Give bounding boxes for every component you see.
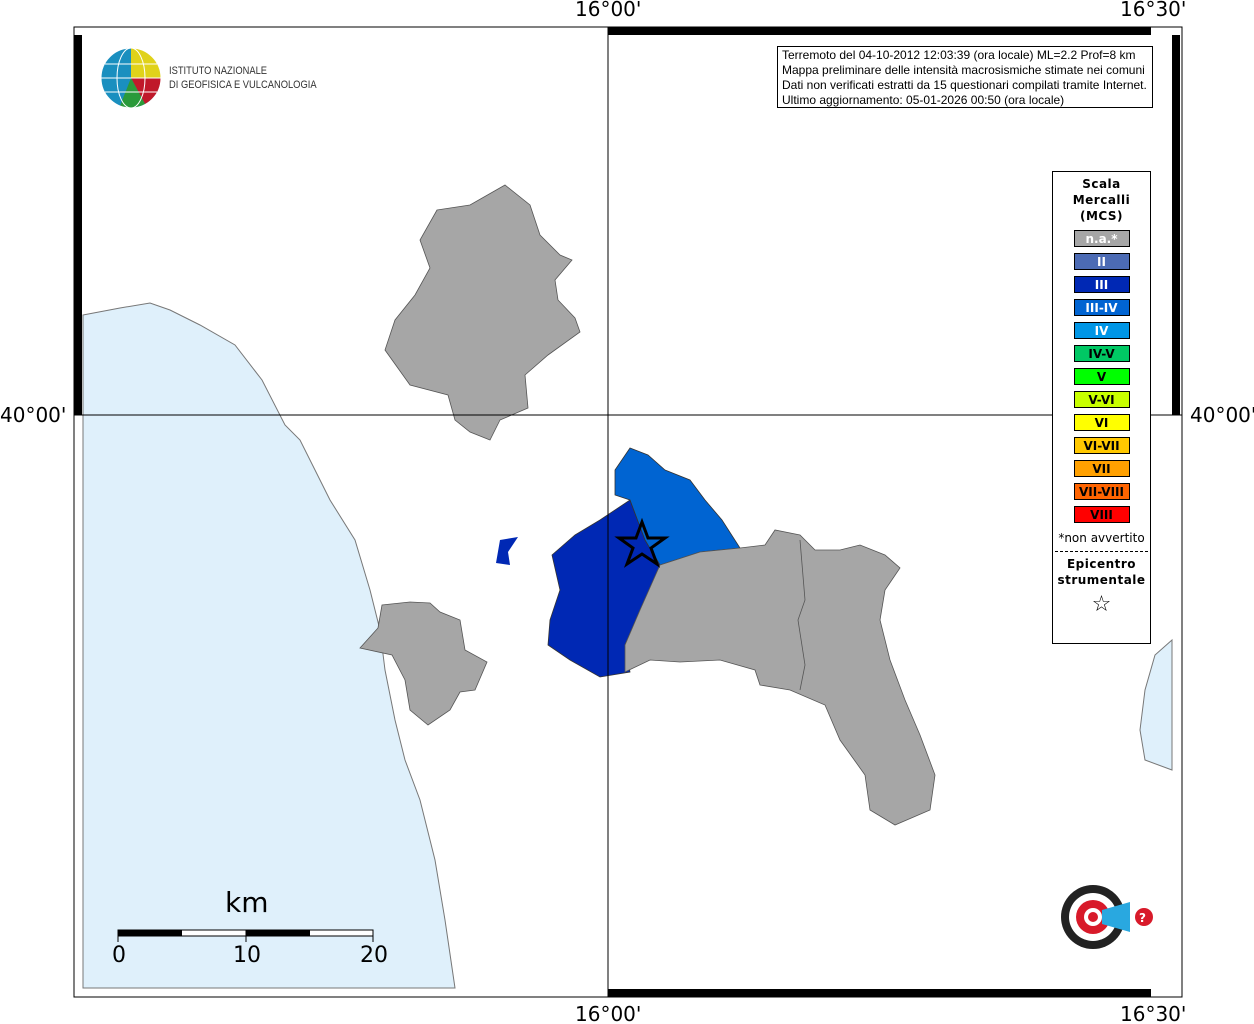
municipality-na (384, 184, 581, 441)
epicenter-label: Epicentro strumentale (1053, 556, 1150, 588)
municipality-na (359, 601, 488, 726)
sea-area-east (1139, 638, 1173, 771)
event-info-box: Terremoto del 04-10-2012 12:03:39 (ora l… (777, 46, 1153, 108)
coord-bottom-left: 16°00' (575, 1002, 642, 1024)
legend-item-v: V (1073, 368, 1130, 385)
frame-tick (1172, 35, 1180, 415)
municipality-III (496, 537, 518, 565)
legend-item-iv: IV (1073, 322, 1130, 339)
legend-item-vi-vii: VI-VII (1073, 437, 1130, 454)
coord-right: 40°00' (1190, 403, 1254, 427)
legend-title-line: Mercalli (1072, 193, 1131, 207)
coord-top-left: 16°00' (575, 0, 642, 21)
legend-note: *non avvertito (1058, 531, 1145, 545)
legend-item-vi: VI (1073, 414, 1130, 431)
institute-line: ISTITUTO NAZIONALE (169, 65, 268, 77)
info-line: Mappa preliminare delle intensità macros… (782, 63, 1145, 77)
haisentito-logo: ? (1061, 885, 1153, 949)
sea-area (82, 302, 456, 989)
municipality-border (797, 539, 806, 691)
legend-item-viii: VIII (1073, 506, 1130, 523)
legend-divider (1055, 551, 1148, 552)
scale-label: 20 (360, 943, 388, 968)
info-line: Terremoto del 04-10-2012 12:03:39 (ora l… (782, 48, 1136, 62)
info-line: Ultimo aggiornamento: 05-01-2026 00:50 (… (782, 93, 1065, 107)
svg-text:?: ? (1139, 911, 1146, 925)
legend-item-vii: VII (1073, 460, 1130, 477)
frame-tick (74, 35, 82, 415)
info-line: Dati non verificati estratti da 15 quest… (782, 78, 1147, 92)
epicenter-star-icon: ☆ (1091, 592, 1112, 617)
institute-line: DI GEOFISICA E VULCANOLOGIA (169, 79, 317, 91)
scale-unit: km (225, 886, 269, 919)
legend-item-vii-viii: VII-VIII (1073, 483, 1130, 500)
institute-name: ISTITUTO NAZIONALE DI GEOFISICA E VULCAN… (169, 64, 317, 92)
legend-item-ii: II (1073, 253, 1130, 270)
coord-top-right: 16°30' (1120, 0, 1187, 21)
epicenter-label-line: Epicentro (1066, 557, 1137, 571)
legend-item-iv-v: IV-V (1073, 345, 1130, 362)
epicenter-label-line: strumentale (1057, 573, 1146, 587)
legend-title: Scala Mercalli (MCS) (1053, 176, 1150, 224)
coord-bottom-right: 16°30' (1120, 1002, 1187, 1024)
frame-tick (608, 27, 1151, 35)
legend-item-v-vi: V-VI (1073, 391, 1130, 408)
legend-item-iii-iv: III-IV (1073, 299, 1130, 316)
legend-title-line: Scala (1082, 177, 1121, 191)
coord-left: 40°00' (0, 403, 67, 427)
epicenter-star-icon (614, 517, 670, 568)
frame-tick (608, 989, 1151, 997)
legend-item-iii: III (1073, 276, 1130, 293)
scale-label: 0 (112, 943, 126, 968)
municipality-na (624, 529, 936, 826)
scale-bar (117, 929, 374, 942)
mercalli-legend: Scala Mercalli (MCS) n.a.* II III III-IV IV I… (1052, 171, 1151, 644)
ingv-globe-logo (100, 47, 162, 109)
scale-label: 10 (233, 943, 261, 968)
legend-item-n-a: n.a.* (1073, 230, 1130, 247)
legend-title-line: (MCS) (1079, 209, 1124, 223)
